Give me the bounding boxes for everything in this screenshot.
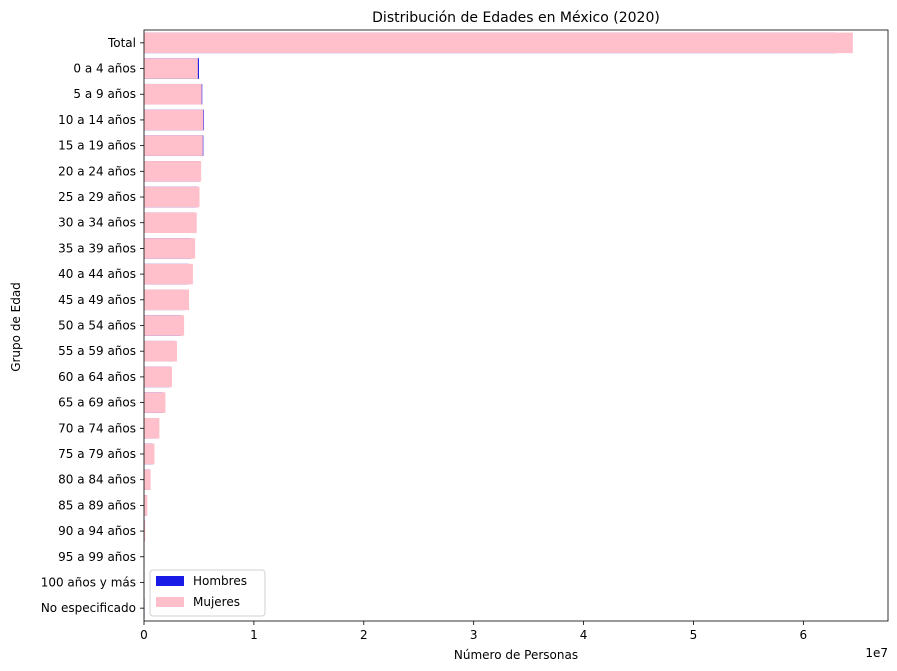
y-tick-label: 0 a 4 años <box>73 62 136 76</box>
bar-mujeres-14 <box>144 392 166 413</box>
bar-mujeres-10 <box>144 289 190 311</box>
bar-mujeres-6 <box>144 186 200 208</box>
bar-mujeres-7 <box>144 212 197 233</box>
bar-mujeres-8 <box>144 238 196 259</box>
y-tick-label: 90 a 94 años <box>58 524 136 538</box>
y-tick-label: 30 a 34 años <box>58 216 136 230</box>
y-tick-label: 100 años y más <box>41 575 136 589</box>
y-tick-label: 5 a 9 años <box>73 87 136 101</box>
x-tick-label: 3 <box>470 628 478 642</box>
bar-mujeres-9 <box>144 263 193 285</box>
legend-swatch-hombres <box>156 576 184 586</box>
y-tick-label: 65 a 69 años <box>58 396 136 410</box>
legend-label-mujeres: Mujeres <box>193 595 240 609</box>
chart-title: Distribución de Edades en México (2020) <box>372 10 660 26</box>
y-tick-label: 10 a 14 años <box>58 113 136 127</box>
bar-mujeres-18 <box>144 495 148 516</box>
mujeres-bars <box>144 32 853 619</box>
y-tick-label: 40 a 44 años <box>58 267 136 281</box>
bar-mujeres-19 <box>144 520 146 542</box>
x-tick-label: 0 <box>140 628 148 642</box>
y-tick-label: 60 a 64 años <box>58 370 136 384</box>
y-axis-label: Grupo de Edad <box>9 282 23 372</box>
bar-mujeres-2 <box>144 83 202 105</box>
x-tick-label: 1 <box>250 628 258 642</box>
y-tick-label: 15 a 19 años <box>58 139 136 153</box>
bar-mujeres-11 <box>144 315 185 336</box>
bar-mujeres-5 <box>144 161 202 182</box>
bar-mujeres-1 <box>144 58 198 79</box>
y-tick-label: 85 a 89 años <box>58 498 136 512</box>
bar-mujeres-17 <box>144 469 151 490</box>
bar-mujeres-4 <box>144 135 203 156</box>
bar-mujeres-0 <box>144 32 853 54</box>
bar-mujeres-13 <box>144 366 173 388</box>
x-tick-label: 2 <box>360 628 368 642</box>
y-tick-label: 70 a 74 años <box>58 421 136 435</box>
y-tick-label: No especificado <box>41 601 136 615</box>
legend-label-hombres: Hombres <box>193 574 247 588</box>
x-tick-label: 6 <box>800 628 808 642</box>
y-axis-ticks: Total 0 a 4 años 5 a 9 años 10 a 14 años 15 … <box>41 36 144 615</box>
y-tick-label: 80 a 84 años <box>58 473 136 487</box>
y-tick-label: 50 a 54 años <box>58 319 136 333</box>
y-tick-label: 95 a 99 años <box>58 550 136 564</box>
x-axis-ticks: 0 1 2 3 4 5 6 <box>140 621 807 642</box>
y-tick-label: 45 a 49 años <box>58 293 136 307</box>
y-tick-label: 55 a 59 años <box>58 344 136 358</box>
x-tick-label: 4 <box>580 628 588 642</box>
legend: Hombres Mujeres <box>149 569 266 617</box>
y-tick-label: 35 a 39 años <box>58 241 136 255</box>
y-tick-label: 20 a 24 años <box>58 164 136 178</box>
x-axis-label: Número de Personas <box>454 648 578 662</box>
y-tick-label: Total <box>107 36 136 50</box>
x-tick-label: 5 <box>690 628 698 642</box>
legend-swatch-mujeres <box>156 597 184 607</box>
bar-mujeres-16 <box>144 443 155 465</box>
bar-mujeres-15 <box>144 418 160 439</box>
y-tick-label: 75 a 79 años <box>58 447 136 461</box>
y-tick-label: 25 a 29 años <box>58 190 136 204</box>
x-axis-offset-label: 1e7 <box>865 646 888 660</box>
bar-mujeres-3 <box>144 109 204 131</box>
bar-mujeres-12 <box>144 340 177 362</box>
